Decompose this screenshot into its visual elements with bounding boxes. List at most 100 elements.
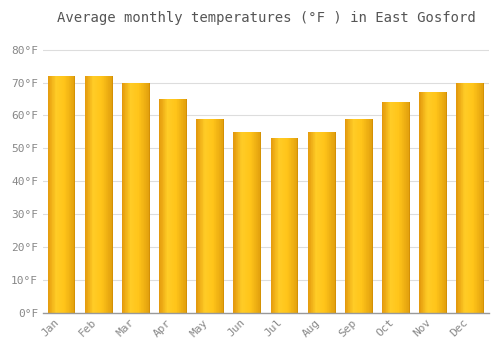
Bar bbox=[473, 83, 474, 313]
Bar bbox=[348, 119, 349, 313]
Bar bbox=[250, 132, 251, 313]
Bar bbox=[430, 92, 431, 313]
Bar bbox=[368, 119, 370, 313]
Bar bbox=[129, 83, 130, 313]
Bar bbox=[144, 83, 145, 313]
Bar bbox=[409, 102, 410, 313]
Bar bbox=[445, 92, 446, 313]
Bar bbox=[92, 76, 93, 313]
Bar bbox=[291, 138, 292, 313]
Bar bbox=[311, 132, 312, 313]
Bar bbox=[333, 132, 334, 313]
Bar bbox=[260, 132, 262, 313]
Bar bbox=[319, 132, 320, 313]
Bar bbox=[222, 119, 224, 313]
Bar bbox=[288, 138, 290, 313]
Bar bbox=[352, 119, 354, 313]
Bar bbox=[408, 102, 409, 313]
Bar bbox=[162, 99, 164, 313]
Bar bbox=[320, 132, 321, 313]
Bar bbox=[401, 102, 402, 313]
Bar bbox=[93, 76, 94, 313]
Bar bbox=[468, 83, 469, 313]
Bar bbox=[274, 138, 275, 313]
Bar bbox=[420, 92, 422, 313]
Bar bbox=[350, 119, 351, 313]
Bar bbox=[406, 102, 407, 313]
Bar bbox=[177, 99, 178, 313]
Bar bbox=[295, 138, 296, 313]
Bar bbox=[290, 138, 291, 313]
Bar bbox=[51, 76, 52, 313]
Bar bbox=[444, 92, 445, 313]
Bar bbox=[243, 132, 244, 313]
Bar bbox=[59, 76, 60, 313]
Bar bbox=[364, 119, 365, 313]
Bar bbox=[142, 83, 143, 313]
Bar bbox=[327, 132, 328, 313]
Bar bbox=[68, 76, 69, 313]
Bar bbox=[383, 102, 384, 313]
Bar bbox=[456, 83, 457, 313]
Bar bbox=[446, 92, 447, 313]
Bar bbox=[161, 99, 162, 313]
Bar bbox=[106, 76, 107, 313]
Bar bbox=[279, 138, 280, 313]
Bar bbox=[109, 76, 110, 313]
Bar bbox=[138, 83, 140, 313]
Bar bbox=[280, 138, 281, 313]
Bar bbox=[208, 119, 209, 313]
Bar bbox=[196, 119, 197, 313]
Bar bbox=[197, 119, 198, 313]
Bar bbox=[126, 83, 127, 313]
Bar bbox=[427, 92, 428, 313]
Bar bbox=[56, 76, 58, 313]
Bar bbox=[218, 119, 219, 313]
Bar bbox=[419, 92, 420, 313]
Bar bbox=[482, 83, 483, 313]
Bar bbox=[98, 76, 100, 313]
Bar bbox=[85, 76, 86, 313]
Bar bbox=[276, 138, 277, 313]
Bar bbox=[254, 132, 255, 313]
Bar bbox=[471, 83, 472, 313]
Bar bbox=[367, 119, 368, 313]
Bar bbox=[246, 132, 248, 313]
Bar bbox=[321, 132, 322, 313]
Bar bbox=[206, 119, 208, 313]
Bar bbox=[74, 76, 76, 313]
Bar bbox=[219, 119, 220, 313]
Bar bbox=[94, 76, 95, 313]
Bar bbox=[253, 132, 254, 313]
Bar bbox=[297, 138, 298, 313]
Bar bbox=[237, 132, 238, 313]
Bar bbox=[431, 92, 432, 313]
Bar bbox=[66, 76, 67, 313]
Bar bbox=[330, 132, 332, 313]
Bar bbox=[89, 76, 90, 313]
Bar bbox=[213, 119, 214, 313]
Bar bbox=[256, 132, 257, 313]
Bar bbox=[472, 83, 473, 313]
Bar bbox=[164, 99, 166, 313]
Bar bbox=[393, 102, 394, 313]
Bar bbox=[223, 119, 224, 313]
Bar bbox=[220, 119, 222, 313]
Bar bbox=[323, 132, 324, 313]
Bar bbox=[65, 76, 66, 313]
Bar bbox=[174, 99, 175, 313]
Bar bbox=[366, 119, 367, 313]
Bar bbox=[318, 132, 319, 313]
Bar bbox=[382, 102, 383, 313]
Bar bbox=[359, 119, 360, 313]
Bar bbox=[285, 138, 286, 313]
Bar bbox=[234, 132, 235, 313]
Bar bbox=[361, 119, 362, 313]
Bar bbox=[127, 83, 128, 313]
Bar bbox=[443, 92, 444, 313]
Bar bbox=[61, 76, 62, 313]
Bar bbox=[467, 83, 468, 313]
Bar bbox=[103, 76, 104, 313]
Bar bbox=[459, 83, 460, 313]
Bar bbox=[460, 83, 462, 313]
